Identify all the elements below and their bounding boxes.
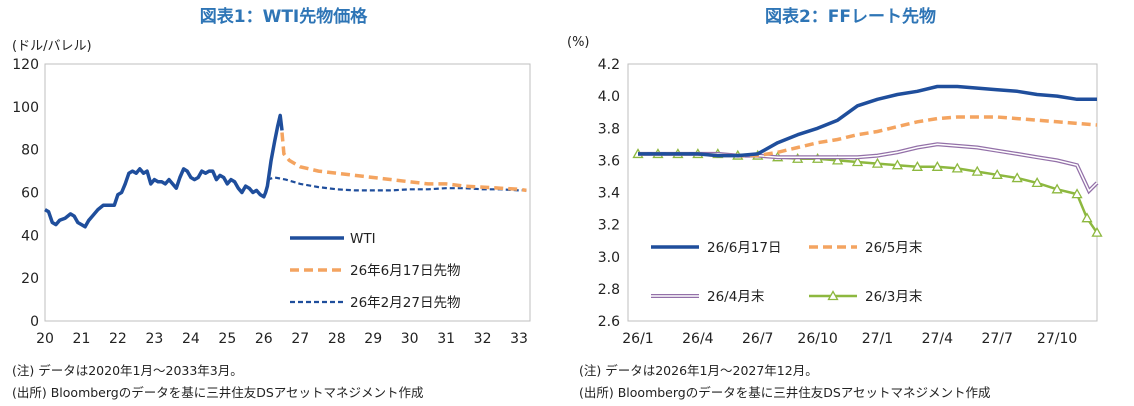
y-tick-label-3: 60 bbox=[21, 186, 39, 202]
y-axis-unit: (ドル/バレル) bbox=[12, 39, 92, 54]
x-tick-label-1: 21 bbox=[73, 331, 91, 347]
legend-label-0: WTI bbox=[350, 231, 376, 247]
x-tick-label-3: 26/10 bbox=[797, 331, 837, 347]
x-tick-label-3: 23 bbox=[145, 331, 163, 347]
x-tick-label-4: 24 bbox=[182, 331, 200, 347]
data-point-marker-3-22 bbox=[1071, 188, 1083, 199]
chart-title: 図表1：WTI先物価格 bbox=[199, 7, 368, 27]
data-point-marker-3-23 bbox=[1081, 212, 1093, 223]
y-tick-label-4: 3.4 bbox=[598, 186, 620, 202]
y-tick-label-5: 100 bbox=[12, 100, 39, 116]
series-line-0 bbox=[44, 113, 284, 229]
data-point-marker-3-21 bbox=[1051, 183, 1063, 194]
legend-label-2: 26/4月末 bbox=[707, 289, 765, 305]
x-tick-label-7: 27/10 bbox=[1037, 331, 1077, 347]
y-tick-label-6: 120 bbox=[12, 57, 39, 73]
x-tick-label-8: 28 bbox=[328, 331, 346, 347]
legend-label-3: 26/3月末 bbox=[865, 289, 923, 305]
x-tick-label-11: 31 bbox=[437, 331, 455, 347]
series-line-1 bbox=[638, 115, 1098, 158]
ff-rate-chart: 2.6 2.8 3.0 3.2 3.4 3.6 3.8 4.0 4.2 26/1 26/4 26/7 2… bbox=[598, 57, 1103, 347]
wti-chart-panel: 図表1：WTI先物価格 (ドル/バレル) 0 20 40 60 80 100 120 20 21… bbox=[12, 7, 531, 400]
y-tick-label-2: 40 bbox=[21, 228, 39, 244]
x-tick-label-12: 32 bbox=[474, 331, 492, 347]
y-tick-label-5: 3.6 bbox=[598, 153, 620, 169]
data-point-marker-3-17 bbox=[971, 165, 983, 176]
x-tick-label-7: 27 bbox=[291, 331, 309, 347]
x-tick-label-9: 29 bbox=[364, 331, 382, 347]
x-tick-label-13: 33 bbox=[510, 331, 528, 347]
series-line-2 bbox=[638, 142, 1099, 195]
x-tick-label-1: 26/4 bbox=[682, 331, 714, 347]
y-tick-label-8: 4.2 bbox=[598, 57, 620, 73]
y-tick-label-7: 4.0 bbox=[598, 89, 620, 105]
data-point-marker-3-15 bbox=[931, 160, 943, 171]
y-tick-label-0: 2.6 bbox=[598, 314, 620, 330]
y-tick-label-2: 3.0 bbox=[598, 250, 620, 266]
y-tick-label-3: 3.2 bbox=[598, 218, 620, 234]
x-tick-label-2: 22 bbox=[109, 331, 127, 347]
data-point-marker-3-14 bbox=[911, 160, 924, 171]
legend-label-0: 26/6月17日 bbox=[707, 240, 782, 256]
x-tick-label-5: 25 bbox=[218, 331, 236, 347]
series-line-3 bbox=[638, 152, 1099, 234]
y-tick-label-1: 2.8 bbox=[598, 282, 620, 298]
data-point-marker-3-12 bbox=[871, 157, 884, 168]
y-tick-label-0: 0 bbox=[30, 314, 39, 330]
chart-title: 図表2：FFレート先物 bbox=[764, 7, 937, 27]
legend-label-1: 26年6月17日先物 bbox=[350, 263, 460, 279]
data-point-marker-3-24 bbox=[1091, 226, 1103, 237]
chart-source: (出所) Bloombergのデータを基に三井住友DSアセットマネジメント作成 bbox=[579, 385, 991, 400]
series-line-2 bbox=[267, 176, 527, 192]
x-tick-label-4: 27/1 bbox=[862, 331, 893, 347]
series-line-1 bbox=[280, 132, 527, 193]
x-tick-label-6: 26 bbox=[255, 331, 273, 347]
data-point-marker-3-11 bbox=[851, 156, 864, 167]
ff-rate-chart-panel: 図表2：FFレート先物 (%) 2.6 2.8 3.0 3.2 3.4 3.6 3.8 4.0… bbox=[567, 0, 1134, 406]
chart-note: (注) データは2020年1月～2033年3月。 bbox=[12, 363, 243, 378]
data-point-marker-3-19 bbox=[1011, 172, 1023, 183]
x-tick-label-2: 26/7 bbox=[742, 331, 773, 347]
y-tick-label-4: 80 bbox=[21, 143, 39, 159]
data-point-marker-3-13 bbox=[891, 159, 904, 170]
y-tick-label-6: 3.8 bbox=[598, 121, 620, 137]
x-tick-label-6: 27/7 bbox=[981, 331, 1012, 347]
data-point-marker-3-10 bbox=[831, 154, 844, 165]
x-tick-label-10: 30 bbox=[401, 331, 419, 347]
y-axis-unit: (%) bbox=[567, 35, 590, 50]
x-tick-label-0: 26/1 bbox=[622, 331, 653, 347]
data-point-marker-3-18 bbox=[991, 169, 1003, 179]
legend-swatch-3-marker bbox=[827, 290, 839, 301]
plot-area bbox=[44, 63, 531, 322]
x-tick-label-5: 27/4 bbox=[922, 331, 954, 347]
y-tick-label-1: 20 bbox=[21, 271, 39, 287]
chart-source: (出所) Bloombergのデータを基に三井住友DSアセットマネジメント作成 bbox=[12, 385, 424, 400]
data-point-marker-3-20 bbox=[1031, 177, 1043, 188]
series-line-0 bbox=[638, 84, 1097, 158]
plot-area bbox=[627, 63, 1098, 322]
series-line-2-inner bbox=[638, 143, 1098, 193]
legend-label-2: 26年2月27日先物 bbox=[350, 295, 460, 311]
x-tick-label-0: 20 bbox=[36, 331, 54, 347]
data-point-marker-3-16 bbox=[951, 162, 963, 173]
legend-label-1: 26/5月末 bbox=[865, 240, 923, 256]
chart-note: (注) データは2026年1月～2027年12月。 bbox=[579, 363, 818, 378]
